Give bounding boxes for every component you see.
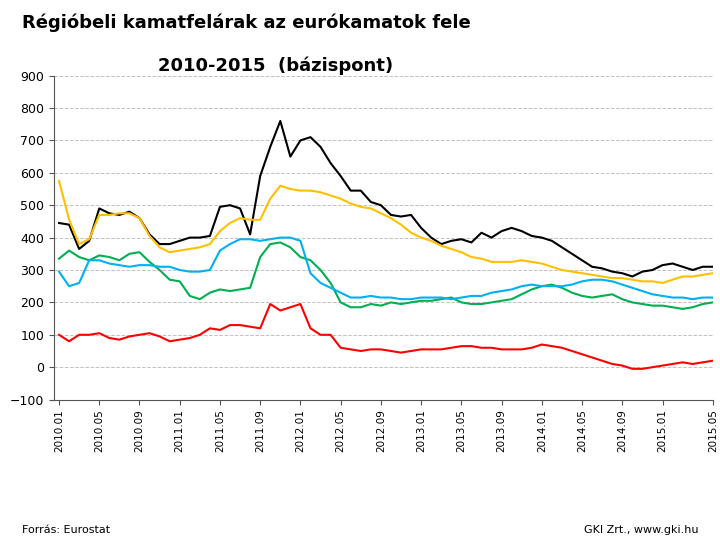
Text: Forrás: Eurostat: Forrás: Eurostat [22, 524, 109, 535]
Text: GKI Zrt., www.gki.hu: GKI Zrt., www.gki.hu [584, 524, 698, 535]
Text: 2010-2015  (bázispont): 2010-2015 (bázispont) [158, 57, 394, 75]
Text: Régióbeli kamatfelárak az eurókamatok fele: Régióbeli kamatfelárak az eurókamatok fe… [22, 14, 470, 32]
